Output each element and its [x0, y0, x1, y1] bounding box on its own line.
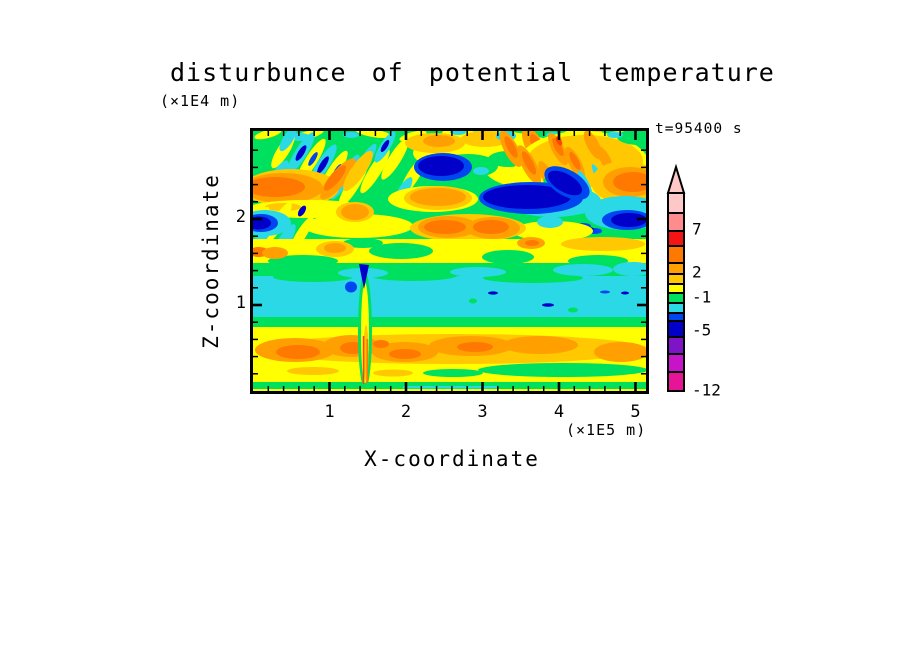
- x-tick-label: 5: [630, 402, 641, 422]
- y-axis-label: Z-coordinate: [199, 173, 223, 349]
- colorbar-tick-label: 2: [692, 262, 702, 282]
- x-axis-unit-label: (×1E5 m): [566, 421, 647, 439]
- y-axis-unit-label: (×1E4 m): [160, 92, 241, 110]
- colorbar-tick-label: 7: [692, 219, 702, 239]
- colorbar-tick-label: -1: [692, 287, 712, 307]
- x-tick-label: 1: [324, 402, 335, 422]
- x-tick-label: 2: [400, 402, 412, 422]
- colorbar: [666, 163, 686, 392]
- contour-field: [253, 131, 646, 391]
- y-tick-label: 2: [235, 207, 246, 227]
- colorbar-tick-label: -5: [692, 320, 712, 340]
- contour-plot-frame: [250, 128, 649, 394]
- x-tick-label: 3: [477, 402, 488, 422]
- chart-title: disturbunce of potential temperature: [170, 58, 775, 87]
- x-axis-label: X-coordinate: [364, 447, 540, 471]
- time-annotation: t=95400 s: [655, 121, 743, 137]
- y-tick-label: 1: [235, 293, 246, 313]
- colorbar-tick-label: -12: [692, 380, 721, 400]
- x-tick-label: 4: [553, 402, 565, 422]
